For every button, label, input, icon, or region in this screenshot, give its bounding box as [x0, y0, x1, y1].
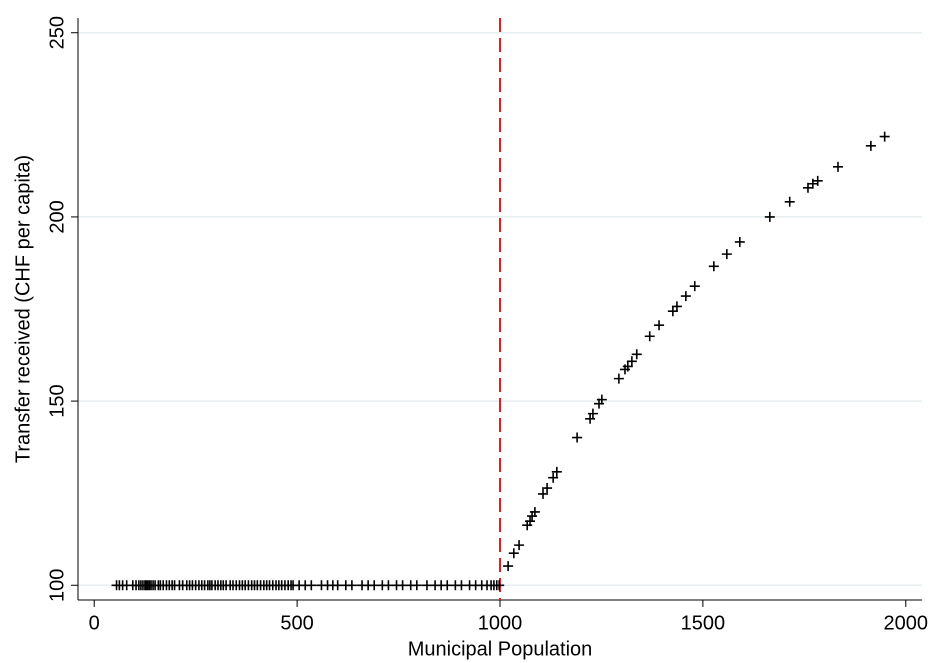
point	[572, 432, 583, 443]
y-tick-label: 200	[46, 200, 68, 233]
y-tick-label: 150	[46, 384, 68, 417]
point	[734, 236, 745, 247]
point	[671, 301, 682, 312]
y-tick-label: 100	[46, 569, 68, 602]
point	[865, 140, 876, 151]
point	[551, 466, 562, 477]
point	[529, 506, 540, 517]
point	[525, 516, 536, 527]
point	[306, 580, 317, 591]
point	[596, 394, 607, 405]
point	[494, 580, 505, 591]
point	[764, 211, 775, 222]
point	[784, 196, 795, 207]
point	[626, 356, 637, 367]
point	[644, 331, 655, 342]
x-axis-label: Municipal Population	[408, 638, 593, 660]
y-tick-label: 250	[46, 16, 68, 49]
point	[587, 408, 598, 419]
x-tick-label: 1500	[681, 612, 726, 634]
x-tick-label: 0	[89, 612, 100, 634]
point	[680, 291, 691, 302]
point	[514, 540, 525, 551]
x-tick-label: 500	[280, 612, 313, 634]
point	[631, 349, 642, 360]
point	[622, 361, 633, 372]
point	[585, 413, 596, 424]
point	[503, 561, 514, 572]
x-tick-label: 2000	[884, 612, 929, 634]
y-axis-label: Transfer received (CHF per capita)	[12, 155, 34, 463]
point	[613, 373, 624, 384]
point	[654, 320, 665, 331]
point	[508, 548, 519, 559]
point	[346, 580, 357, 591]
point	[411, 580, 422, 591]
x-tick-label: 1000	[478, 612, 523, 634]
point	[548, 472, 559, 483]
point	[833, 161, 844, 172]
point	[538, 488, 549, 499]
point	[812, 175, 823, 186]
point	[879, 131, 890, 142]
point	[689, 281, 700, 292]
point	[708, 261, 719, 272]
point	[542, 483, 553, 494]
point	[721, 249, 732, 260]
